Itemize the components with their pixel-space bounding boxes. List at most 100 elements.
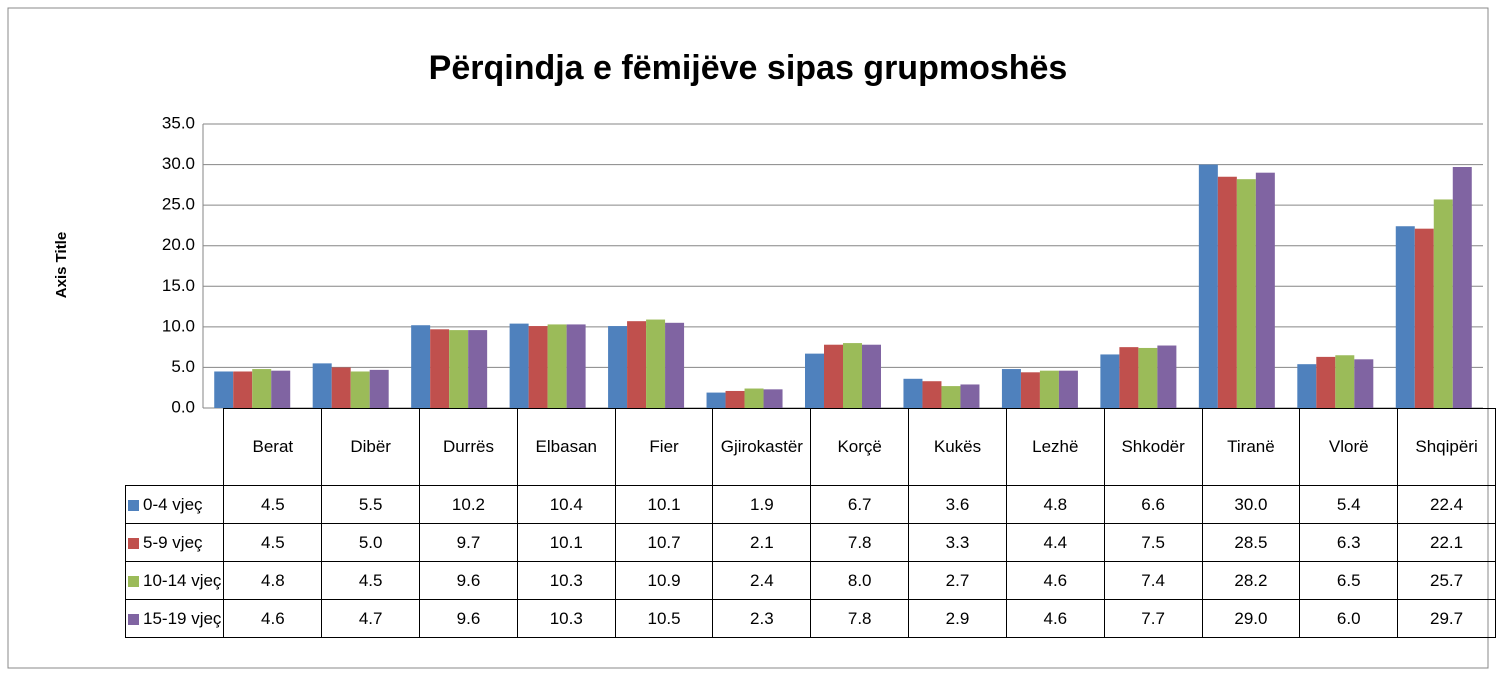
value-cell: 4.4 — [1005, 523, 1105, 562]
value-cell: 4.5 — [321, 561, 421, 600]
legend-swatch — [128, 537, 139, 549]
bar — [1395, 226, 1415, 408]
value-cell: 4.8 — [223, 561, 323, 600]
bar — [1039, 370, 1059, 408]
y-tick-label: 15.0 — [162, 276, 195, 295]
bar — [369, 369, 389, 408]
value-cell: 6.7 — [810, 485, 910, 524]
bar — [960, 384, 980, 408]
legend-swatch — [128, 613, 139, 625]
value-cell: 10.1 — [614, 485, 714, 524]
category-label: Tiranë — [1201, 408, 1301, 486]
table-corner — [125, 408, 224, 486]
legend-cell: 5-9 vjeç — [124, 523, 225, 562]
bar — [1354, 359, 1374, 408]
legend-cell: 0-4 vjeç — [124, 485, 225, 524]
value-cell: 4.6 — [1005, 561, 1105, 600]
bar — [1001, 369, 1021, 408]
y-tick-label: 20.0 — [162, 235, 195, 254]
bar — [1414, 228, 1434, 408]
bar — [449, 330, 469, 408]
bar — [706, 392, 726, 408]
bar — [271, 370, 291, 408]
value-cell: 7.8 — [810, 523, 910, 562]
bar — [430, 329, 450, 408]
value-cell: 10.3 — [516, 561, 616, 600]
category-label: Durrës — [419, 408, 518, 486]
category-label: Fier — [614, 408, 714, 486]
category-label: Dibër — [321, 408, 421, 486]
value-cell: 4.8 — [1005, 485, 1105, 524]
value-cell: 10.7 — [614, 523, 714, 562]
legend-cell: 15-19 vjeç — [124, 599, 225, 638]
chart-title: Përqindja e fëmijëve sipas grupmoshës — [429, 49, 1068, 87]
bar — [1217, 176, 1237, 408]
value-cell: 4.5 — [223, 485, 323, 524]
bar — [941, 386, 961, 408]
bar — [665, 322, 685, 408]
bar — [843, 343, 862, 408]
bar — [1138, 347, 1158, 408]
legend-label: 15-19 vjeç — [143, 608, 222, 628]
category-label: Vlorë — [1299, 408, 1399, 486]
bar — [1297, 364, 1317, 408]
bar — [608, 326, 628, 408]
y-axis-title: Axis Title — [53, 232, 70, 298]
category-label: Shkodër — [1103, 408, 1203, 486]
table-row: 0-4 vjeç 4.5 5.5 10.2 10.4 10.1 1.9 6.7 3.6 4.8 6.… — [124, 485, 1496, 524]
legend-label: 0-4 vjeç — [143, 494, 203, 514]
value-cell: 9.6 — [419, 599, 518, 638]
bar — [744, 388, 764, 408]
table-row: 15-19 vjeç 4.6 4.7 9.6 10.3 10.5 2.3 7.8 2.9 4.6 7… — [124, 599, 1496, 638]
bar — [252, 369, 272, 408]
value-cell: 25.7 — [1397, 561, 1496, 600]
category-label: Korçë — [810, 408, 910, 486]
value-cell: 29.0 — [1201, 599, 1301, 638]
bar — [312, 363, 332, 408]
header-row: Berat Dibër Durrës Elbasan Fier Gjirokastër Ko… — [125, 408, 1496, 486]
value-cell: 28.2 — [1201, 561, 1301, 600]
value-cell: 10.9 — [614, 561, 714, 600]
bar — [1433, 199, 1453, 408]
value-cell: 5.5 — [321, 485, 421, 524]
bar — [1058, 370, 1078, 408]
legend-swatch — [128, 499, 139, 511]
legend-label: 10-14 vjeç — [143, 570, 222, 590]
bar — [627, 321, 647, 408]
category-label: Elbasan — [516, 408, 616, 486]
bar — [214, 371, 234, 408]
value-cell: 2.9 — [908, 599, 1007, 638]
bar — [805, 353, 824, 408]
value-cell: 5.4 — [1299, 485, 1399, 524]
legend-swatch — [128, 575, 139, 587]
value-cell: 30.0 — [1201, 485, 1301, 524]
bar — [1100, 354, 1120, 408]
table-row: 10-14 vjeç 4.8 4.5 9.6 10.3 10.9 2.4 8.0 2.7 4.6 7… — [124, 561, 1496, 600]
value-cell: 3.6 — [908, 485, 1007, 524]
value-cell: 4.6 — [223, 599, 323, 638]
value-cell: 4.7 — [321, 599, 421, 638]
value-cell: 6.6 — [1103, 485, 1203, 524]
value-cell: 2.4 — [712, 561, 812, 600]
legend-cell: 10-14 vjeç — [124, 561, 225, 600]
value-cell: 2.3 — [712, 599, 812, 638]
value-cell: 2.7 — [908, 561, 1007, 600]
y-tick-label: 25.0 — [162, 195, 195, 214]
legend-label: 5-9 vjeç — [143, 532, 203, 552]
y-tick-label: 5.0 — [171, 357, 195, 376]
value-cell: 10.4 — [516, 485, 616, 524]
data-table: Berat Dibër Durrës Elbasan Fier Gjirokastër Ko… — [124, 408, 1496, 638]
value-cell: 29.7 — [1397, 599, 1496, 638]
value-cell: 22.1 — [1397, 523, 1496, 562]
value-cell: 10.5 — [614, 599, 714, 638]
bar — [824, 344, 843, 408]
bar — [509, 323, 529, 408]
table-row: 5-9 vjeç 4.5 5.0 9.7 10.1 10.7 2.1 7.8 3.3 4.4 7.5… — [124, 523, 1496, 562]
y-tick-label: 30.0 — [162, 154, 195, 173]
bar — [350, 371, 370, 408]
bar — [528, 326, 548, 408]
bar — [1255, 172, 1275, 408]
bar — [1335, 355, 1355, 408]
category-label: Kukës — [908, 408, 1007, 486]
